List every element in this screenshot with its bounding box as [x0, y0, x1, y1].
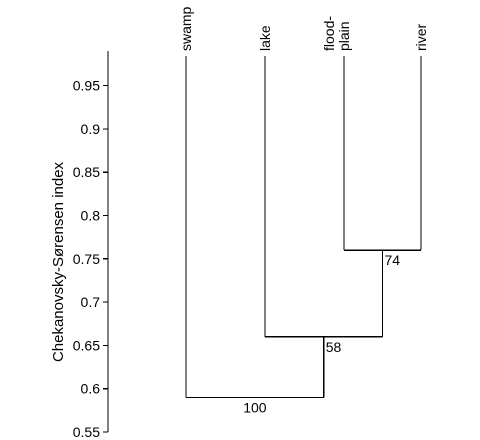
y-tick-label: 0.85: [73, 164, 100, 180]
y-tick-label: 0.95: [73, 78, 100, 94]
y-axis-label: Chekanovsky-Sørensen index: [50, 161, 67, 362]
leaf-label: plain: [336, 21, 352, 51]
y-tick-label: 0.6: [81, 381, 101, 397]
y-axis: 0.55 0.6 0.65 0.7 0.75 0.8 0.85 0.9 0.95: [73, 51, 109, 440]
support-labels: 74 58 100: [243, 252, 400, 415]
y-tick-label: 0.9: [81, 121, 101, 137]
y-tick-label: 0.75: [73, 251, 100, 267]
bootstrap-support-label: 100: [243, 399, 267, 415]
leaf-label: lake: [257, 25, 273, 51]
leaf-label: flood-: [321, 16, 337, 51]
y-tick-label: 0.65: [73, 337, 100, 353]
bootstrap-support-label: 74: [385, 252, 401, 268]
y-tick-label: 0.55: [73, 424, 100, 440]
y-tick-label: 0.7: [81, 294, 101, 310]
leaf-label: river: [413, 23, 429, 51]
leaf-labels: swamp lake flood-plain river: [178, 6, 429, 51]
bootstrap-support-label: 58: [326, 339, 342, 355]
y-tick-label: 0.8: [81, 208, 101, 224]
branches: [185, 56, 422, 398]
leaf-label: swamp: [178, 6, 194, 51]
